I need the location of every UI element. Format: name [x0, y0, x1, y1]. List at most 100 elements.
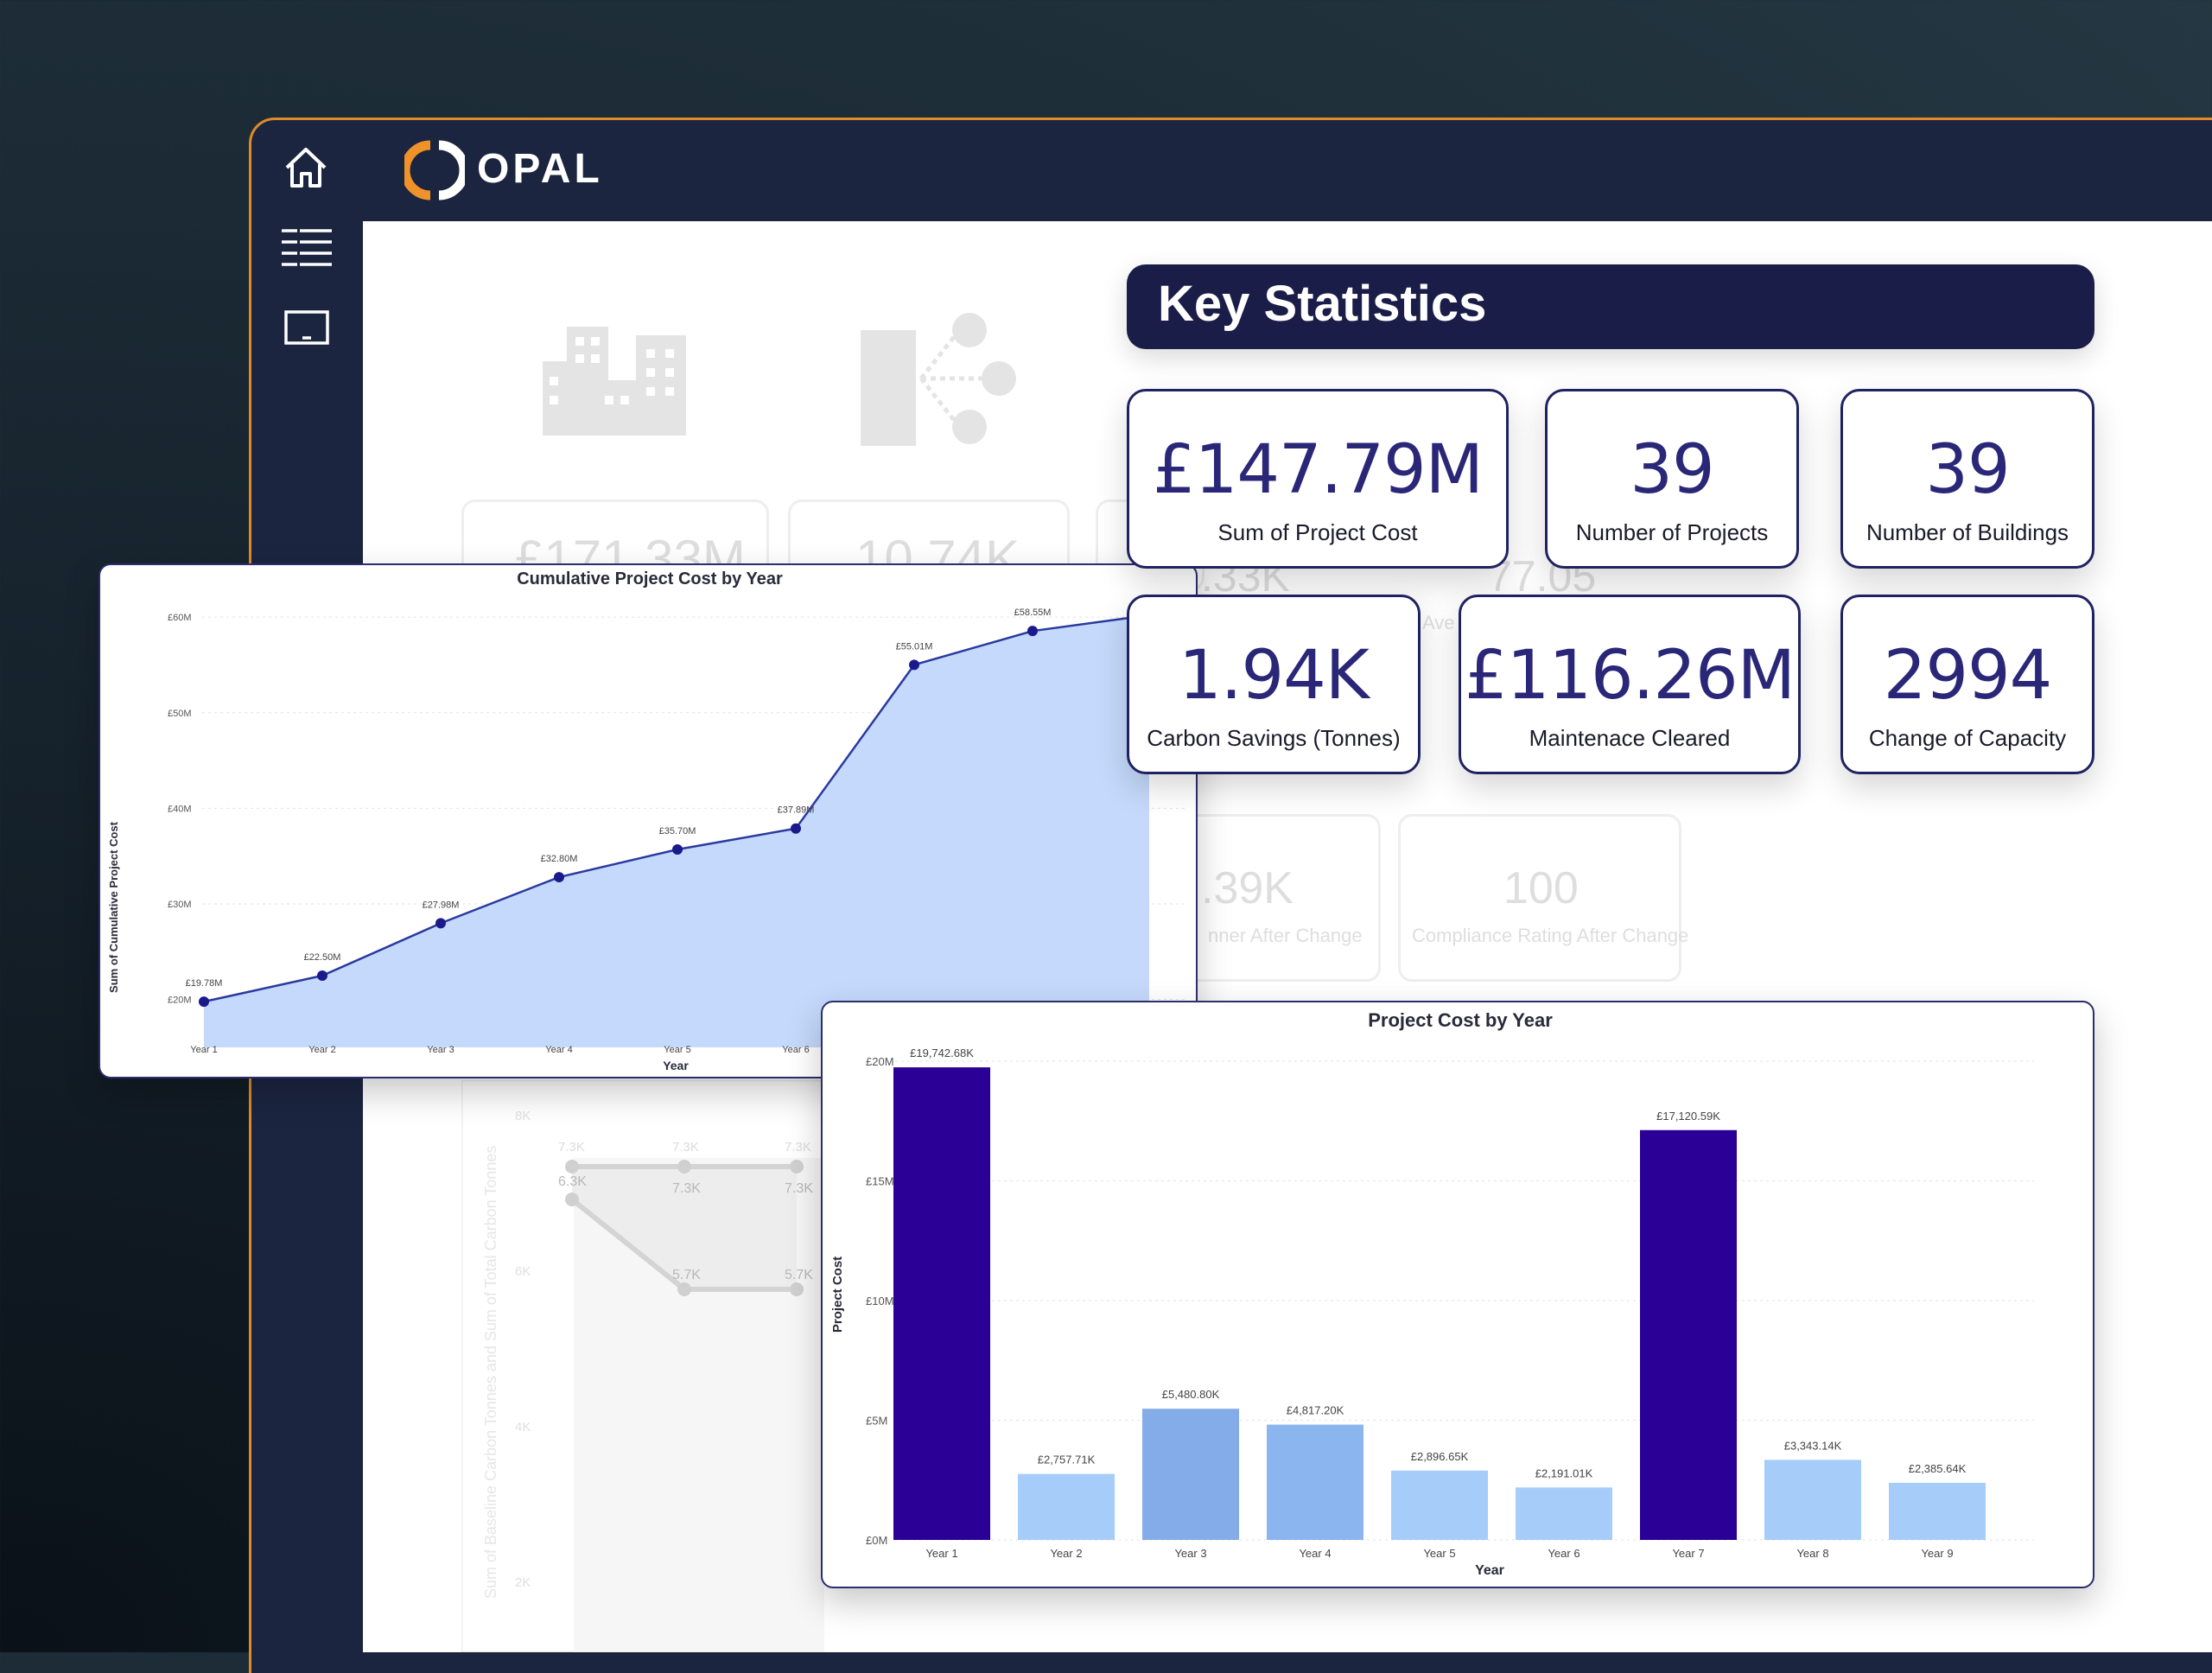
project-cost-chart-xlabel: Year [1475, 1563, 1504, 1578]
bar-y-tick: £20M [866, 1055, 894, 1068]
cumulative-x-tick: Year 2 [308, 1045, 335, 1055]
cumulative-y-tick: £60M [168, 613, 192, 623]
cumulative-x-tick: Year 3 [427, 1045, 454, 1055]
cumulative-cost-chart: Cumulative Project Cost by Year Sum of C… [107, 569, 1187, 1072]
bar [893, 1067, 990, 1540]
bar-data-label: £3,343.14K [1784, 1439, 1842, 1452]
buildings-icon [543, 327, 686, 436]
building-people-icon [861, 313, 1016, 446]
cumulative-x-tick: Year 5 [664, 1045, 690, 1055]
background-value-6: 100 [1503, 863, 1579, 913]
bar-x-tick: Year 3 [1174, 1547, 1206, 1560]
stat-card-projects: 39 Number of Projects [1545, 389, 1799, 569]
bg-y-axis-label: Sum of Baseline Carbon Tonnes and Sum of… [482, 1146, 499, 1599]
bar-data-label: £19,742.68K [910, 1046, 974, 1059]
cumulative-point [1027, 626, 1038, 637]
cumulative-data-label: £19.78M [186, 978, 223, 989]
bar-data-label: £2,191.01K [1535, 1466, 1593, 1479]
stat-value: 39 [1630, 431, 1714, 509]
stat-value: £116.26M [1465, 637, 1796, 715]
background-value-5-label: nner After Change [1208, 925, 1363, 946]
stat-label: Maintenace Cleared [1529, 725, 1731, 751]
bar-data-label: £5,480.80K [1162, 1388, 1220, 1401]
cumulative-point [317, 970, 327, 982]
stat-label: Change of Capacity [1868, 725, 2067, 751]
cumulative-data-label: £35.70M [659, 826, 696, 836]
stat-label: Carbon Savings (Tonnes) [1147, 725, 1401, 751]
cumulative-data-label: £22.50M [304, 952, 341, 963]
cumulative-chart-title: Cumulative Project Cost by Year [517, 569, 783, 588]
bg-line-label-mid-3: 7.3K [785, 1181, 813, 1196]
opal-logo-icon [404, 140, 465, 200]
cumulative-point [199, 996, 209, 1008]
cumulative-x-tick: Year 1 [190, 1045, 217, 1055]
bar-x-tick: Year 6 [1548, 1547, 1580, 1560]
cumulative-point [791, 823, 801, 834]
stat-card-carbon-savings: 1.94K Carbon Savings (Tonnes) [1127, 595, 1421, 774]
bar [1142, 1409, 1239, 1540]
cumulative-chart-xlabel: Year [663, 1059, 689, 1072]
stat-card-project-cost: £147.79M Sum of Project Cost [1127, 389, 1509, 569]
bar-data-label: £2,757.71K [1038, 1454, 1096, 1466]
cumulative-point [672, 843, 683, 855]
cumulative-data-label: £32.80M [541, 854, 578, 864]
bar-data-label: £4,817.20K [1287, 1404, 1344, 1417]
stat-label: Number of Buildings [1866, 519, 2069, 545]
bar-y-tick: £10M [866, 1295, 894, 1307]
bar [1764, 1460, 1861, 1540]
bg-line-label-low-2: 5.7K [785, 1268, 813, 1282]
bg-y-tick-1: 8K [515, 1109, 531, 1123]
bar [1889, 1482, 1986, 1540]
key-statistics-header [1127, 264, 2094, 349]
background-card-6 [1398, 814, 1681, 982]
stat-card-capacity: 2994 Change of Capacity [1840, 595, 2094, 774]
bar [1640, 1129, 1737, 1540]
bar-data-label: £17,120.59K [1656, 1110, 1720, 1123]
bg-line-label-top-1: 7.3K [558, 1140, 585, 1155]
cumulative-x-tick: Year 4 [545, 1045, 572, 1055]
background-line-chart: 7.3K 7.3K 7.3K 6.3K 7.3K 7.3K 5.7K 5.7K … [461, 1080, 824, 1652]
bg-y-tick-4: 2K [515, 1575, 531, 1590]
monitor-icon[interactable] [283, 309, 330, 349]
cumulative-data-label: £55.01M [896, 641, 933, 652]
stat-value: 39 [1925, 431, 2010, 509]
key-statistics-title: Key Statistics [1158, 276, 1487, 332]
cumulative-chart-ylabel: Sum of Cumulative Project Cost [107, 821, 120, 993]
bar [1018, 1473, 1115, 1540]
bar-x-tick: Year 4 [1299, 1547, 1331, 1560]
stat-value: 1.94K [1179, 637, 1370, 715]
list-icon[interactable] [280, 226, 334, 270]
bar-x-tick: Year 5 [1423, 1547, 1455, 1560]
project-cost-chart: Project Cost by Year Project Cost Year £… [830, 1009, 2034, 1578]
bg-y-tick-2: 6K [515, 1264, 531, 1279]
cumulative-y-tick: £40M [168, 804, 192, 814]
bar-y-tick: £5M [866, 1415, 887, 1428]
project-cost-chart-title: Project Cost by Year [1368, 1009, 1553, 1031]
bar-x-tick: Year 8 [1796, 1547, 1828, 1560]
bg-line-label-top-2: 7.3K [672, 1140, 699, 1155]
stat-value: 2994 [1883, 637, 2053, 715]
cumulative-point [554, 872, 564, 883]
bar-x-tick: Year 2 [1050, 1547, 1082, 1560]
brand-name: OPAL [477, 146, 603, 192]
cumulative-area-fill [204, 614, 1149, 1047]
bar-y-tick: £0M [866, 1534, 887, 1547]
bar-x-tick: Year 1 [925, 1547, 957, 1560]
bg-line-label-low-1: 5.7K [672, 1268, 701, 1282]
stat-value: £147.79M [1153, 431, 1484, 509]
bar [1267, 1424, 1363, 1540]
bar-data-label: £2,896.65K [1411, 1450, 1469, 1463]
background-value-6-label: Compliance Rating After Change [1412, 925, 1689, 946]
bar [1391, 1470, 1488, 1540]
background-value-5: .39K [1201, 863, 1294, 913]
cumulative-point [435, 918, 446, 929]
bar-data-label: £2,385.64K [1909, 1462, 1967, 1475]
bar-x-tick: Year 7 [1672, 1547, 1704, 1560]
stat-card-maintenance: £116.26M Maintenace Cleared [1459, 595, 1801, 774]
cumulative-data-label: £37.89M [778, 805, 815, 816]
cumulative-point [909, 659, 919, 671]
cumulative-y-tick: £20M [168, 996, 192, 1006]
home-icon[interactable] [282, 143, 330, 192]
bar-x-tick: Year 9 [1921, 1547, 1953, 1560]
background-value-4-label: Ave [1422, 612, 1455, 633]
